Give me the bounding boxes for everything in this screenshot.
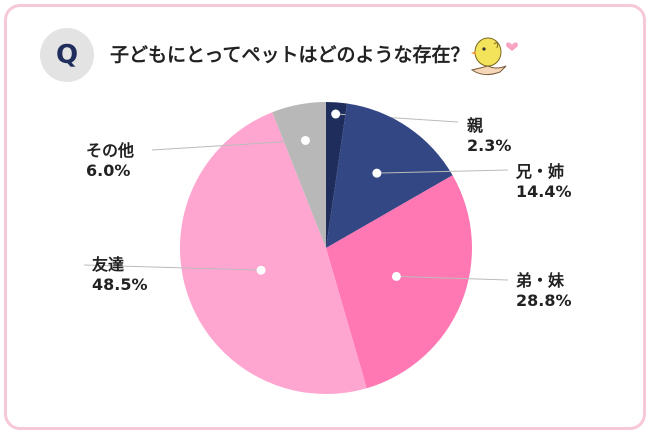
label-other-value: 6.0% — [86, 161, 131, 180]
marker-dot-younger-siblings — [391, 271, 401, 281]
label-friends-name: 友達 — [92, 255, 125, 274]
label-younger-siblings: 弟・妹 28.8% — [516, 271, 572, 311]
label-younger-siblings-value: 28.8% — [516, 291, 572, 310]
marker-dot-friends — [256, 265, 266, 275]
leader-line-older-siblings — [376, 169, 509, 174]
marker-dot-parents — [331, 109, 341, 119]
pie-slice-younger-siblings — [326, 175, 473, 389]
label-older-siblings-name: 兄・姉 — [516, 162, 565, 181]
pie-slice-friends — [180, 112, 367, 394]
pie-slice-older-siblings — [326, 103, 453, 249]
question-title: 子どもにとってペットはどのような存在？ — [110, 44, 470, 66]
chick-holding-heart-icon — [470, 37, 518, 76]
label-friends-value: 48.5% — [92, 275, 148, 294]
question-badge-letter: Q — [55, 40, 79, 70]
leader-line-friends — [83, 264, 262, 271]
marker-dot-older-siblings — [372, 168, 382, 178]
label-parents-value: 2.3% — [467, 136, 512, 155]
label-older-siblings: 兄・姉 14.4% — [516, 162, 572, 202]
marker-dot-other — [300, 135, 310, 145]
label-other-name: その他 — [86, 141, 135, 160]
leader-line-younger-siblings — [396, 275, 509, 281]
label-younger-siblings-name: 弟・妹 — [516, 271, 565, 290]
pie-slice-parents — [326, 102, 348, 248]
label-friends: 友達 48.5% — [92, 255, 148, 295]
leader-line-other — [151, 139, 306, 151]
label-parents: 親 2.3% — [467, 116, 511, 156]
label-other: その他 6.0% — [86, 141, 134, 181]
label-parents-name: 親 — [467, 116, 484, 135]
label-older-siblings-value: 14.4% — [516, 182, 572, 201]
pie-slice-other — [272, 102, 326, 248]
question-badge: Q — [40, 28, 94, 82]
